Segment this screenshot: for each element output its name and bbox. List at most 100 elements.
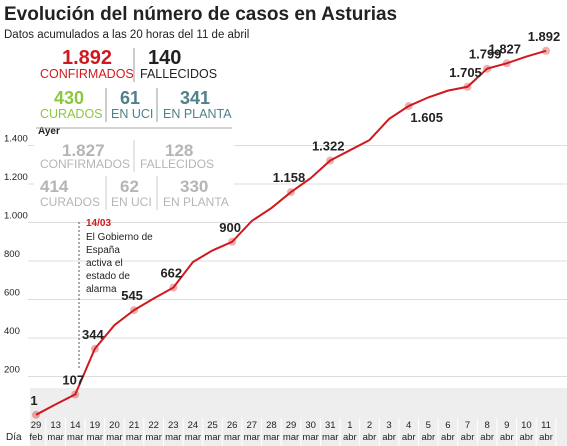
annotation-text: activa el [86,258,123,269]
x-axis-label: Día [6,432,22,443]
x-tick-label: 19 [90,420,101,431]
point [228,237,237,246]
point [90,344,99,353]
data-label: 1.322 [312,139,345,154]
point [463,82,472,91]
point [287,188,295,197]
stat: 62 [120,177,139,196]
point [502,59,511,68]
stat-label: FALLECIDOS [140,157,214,171]
x-tick-label: abr [343,432,357,443]
stat: 128 [165,141,193,160]
stat-label: EN UCI [111,195,152,209]
x-tick-label: mar [302,432,318,443]
x-tick-label: abr [363,432,377,443]
x-tick-label: 11 [541,420,551,431]
chart-title: Evolución del número de casos en Asturia… [4,4,397,25]
x-tick-label: 23 [168,420,179,431]
x-tick-label: abr [441,432,455,443]
annotation: 14/03 El Gobierno de España activa el estad… [78,218,153,368]
stat: 1.892 [62,47,112,69]
stat: 61 [120,88,140,108]
data-label: 900 [219,220,241,235]
x-tick-label: 13 [50,420,61,431]
y-tick-label: 800 [4,249,20,260]
data-label: 1.705 [449,65,482,80]
x-tick-label: mar [47,432,63,443]
y-tick-label: 1.400 [4,134,28,145]
x-tick-label: abr [421,432,435,443]
x-tick-label: 7 [465,420,470,431]
x-tick-label: 8 [485,420,490,431]
stat-label: CURADOS [40,195,100,209]
x-tick-label: mar [283,432,299,443]
y-tick-label: 600 [4,288,20,299]
line [35,49,547,416]
x-tick-label: 26 [227,420,238,431]
point [130,306,139,315]
x-tick-label: 29 [286,420,297,431]
x-tick-label: 20 [109,420,120,431]
point [404,102,413,111]
panel: 1.892 CONFIRMADOS 140 FALLECIDOS 430 CUR… [34,44,234,216]
data-label: 1.799 [469,47,502,62]
x-tick-label: 6 [445,420,450,431]
data-label: 1.892 [528,29,561,44]
x-tick-label: 9 [504,420,509,431]
data-label: 1.605 [410,110,443,125]
plot: 1 107 344 545 662 900 1.158 1.322 1.605 1.705 1.79… [30,29,560,419]
data-label: 107 [62,372,84,387]
x-tick-label: 14 [70,420,81,431]
x-tick-label: 1 [347,420,352,431]
x-tick-label: 28 [266,420,277,431]
x-tick-label: abr [402,432,416,443]
x-tick-label: 31 [325,420,336,431]
stat-label: EN UCI [111,107,153,121]
y-tick-label: 200 [4,365,20,376]
point [169,283,178,292]
x-tick-label: 10 [521,420,532,431]
stat-label: EN PLANTA [163,107,232,121]
x-tick-label: 27 [246,420,257,431]
stat: 414 [40,177,69,196]
stat: 430 [54,88,84,108]
data-label: 344 [82,327,104,342]
x-tick-label: abr [480,432,494,443]
annotation-text: El Gobierno de [86,232,153,243]
x-tick-label: mar [146,432,162,443]
data-label: 1 [30,393,37,408]
x-tick-label: 22 [148,420,159,431]
x-tick-label: 4 [406,420,411,431]
point [483,64,492,73]
x-tick-label: mar [106,432,122,443]
point [542,46,550,55]
point [71,390,80,399]
stat-label: CURADOS [40,107,103,121]
x-tick-label: 21 [129,420,140,431]
stat: 330 [180,177,208,196]
stat-label: FALLECIDOS [140,67,217,81]
chart-subtitle: Datos acumulados a las 20 horas del 11 d… [4,29,249,41]
y-tick-label: 400 [4,326,20,337]
x-tick-label: 29 [31,420,42,431]
x-tick-label: 3 [386,420,391,431]
x-tick-label: abr [539,432,553,443]
data-label: 662 [160,266,182,281]
x-tick-label: feb [29,432,42,443]
x-tick-label: mar [185,432,201,443]
data-label: 1.827 [488,41,521,56]
annotation-text: alarma [86,284,117,295]
x-tick-label: mar [322,432,338,443]
x-tick-label: mar [244,432,260,443]
annotation-date: 14/03 [86,218,111,229]
x-tick-label: mar [224,432,240,443]
data-label: 545 [121,288,143,303]
annotation-text: España [86,245,120,256]
y-tick-label: 1.000 [4,211,28,222]
stat-label: CONFIRMADOS [40,67,134,81]
panel-subtitle: Ayer [38,126,60,137]
x-tick-label: 24 [188,420,199,431]
stat-label: CONFIRMADOS [40,157,130,171]
stat-label: EN PLANTA [163,195,229,209]
